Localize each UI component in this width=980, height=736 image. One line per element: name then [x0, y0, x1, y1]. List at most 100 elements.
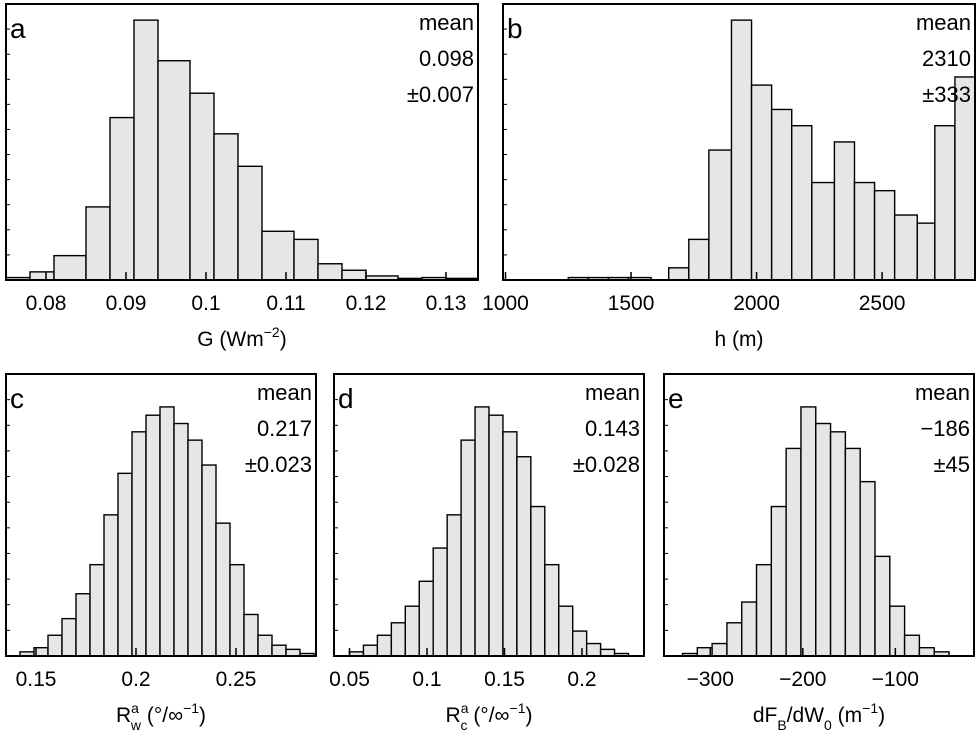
histogram-bar: [418, 580, 434, 657]
histogram-bar: [271, 644, 287, 657]
histogram-bar: [317, 263, 343, 281]
histogram-bar: [853, 181, 876, 281]
stats-line: mean: [916, 10, 971, 35]
histogram-bar: [750, 84, 773, 281]
x-tick-label: 2000: [733, 292, 780, 315]
histogram-bar: [770, 108, 793, 281]
histogram-bar: [189, 92, 215, 281]
histogram-bar: [47, 634, 63, 657]
histogram-bar: [201, 464, 217, 657]
panel-letter: d: [338, 383, 354, 414]
histogram-bar: [585, 642, 602, 657]
histogram-bar: [770, 505, 787, 657]
histogram-bar: [362, 644, 379, 657]
histogram-bar: [376, 634, 393, 657]
histogram-bar: [918, 646, 935, 657]
histogram-bar: [89, 563, 105, 657]
histogram-bar: [474, 406, 490, 657]
histogram-bar: [157, 60, 191, 281]
histogram-bar: [109, 116, 135, 281]
histogram-bar: [893, 214, 918, 281]
histogram-bar: [916, 222, 936, 281]
histogram-bar: [833, 141, 856, 281]
histogram-bar: [800, 406, 817, 657]
histogram-bar: [488, 414, 504, 657]
x-tick-label: 0.15: [484, 668, 525, 691]
histogram-bar: [791, 124, 813, 281]
x-tick-label: 0.15: [16, 668, 57, 691]
panel-letter: e: [668, 383, 684, 414]
histogram-bar: [954, 76, 976, 281]
x-axis-label: dFB/dW0 (m−1): [753, 700, 885, 733]
histogram-bar: [293, 238, 319, 281]
histogram-bar: [341, 269, 367, 281]
histogram-bar: [502, 431, 518, 657]
histogram-bar: [815, 422, 832, 657]
histogram-bar: [446, 514, 462, 657]
x-tick-label: 0.05: [329, 668, 370, 691]
panel-letter: c: [10, 383, 24, 414]
histogram-bar: [103, 514, 119, 657]
stats-line: mean: [915, 380, 970, 405]
histogram-bar: [85, 206, 111, 281]
x-axis-label: Ra c (°/∞−1): [446, 700, 533, 733]
stats-line: 2310: [922, 46, 971, 71]
x-axis-label: G (Wm−2): [197, 324, 286, 351]
plot-frame: [5, 373, 317, 657]
panel-letter: b: [507, 13, 523, 44]
histogram-bar: [811, 181, 836, 281]
histogram-bar: [53, 254, 87, 281]
x-tick-label: 0.12: [346, 292, 387, 315]
stats-line: −186: [920, 416, 970, 441]
panel-a: 0.08 0.09 0.1 0.11 0.12 0.13 a mean 0.098 ±0.007 G…: [5, 3, 479, 351]
x-tick-label: 0.2: [121, 668, 150, 691]
histogram-bar: [755, 563, 773, 657]
histogram-bar: [243, 613, 259, 657]
x-tick-label: 0.09: [106, 292, 147, 315]
histogram-bar: [889, 605, 906, 657]
x-tick-label: 0.11: [266, 292, 305, 315]
panel-c: 0.15 0.2 0.25 c mean 0.217 ±0.023 Ra w (°/∞−1): [5, 373, 317, 733]
histogram-bar: [859, 480, 876, 657]
x-tick-label: 0.13: [426, 292, 467, 315]
histogram-bar: [741, 601, 758, 657]
histogram-bar: [668, 267, 690, 281]
histogram-bar: [237, 165, 263, 281]
x-tick-label: 0.08: [26, 292, 67, 315]
stats-line: ±0.028: [573, 452, 640, 477]
stats-line: ±45: [933, 452, 970, 477]
histogram-bar: [726, 622, 743, 657]
x-tick-label: −200: [779, 668, 826, 691]
x-tick-label: 1000: [482, 292, 529, 315]
plot-frame: [333, 373, 645, 657]
histogram-bar: [544, 563, 560, 657]
histogram-bar: [173, 422, 189, 657]
histogram-bar: [133, 19, 159, 281]
stats-line: ±0.007: [407, 82, 474, 107]
x-tick-label: 2500: [859, 292, 906, 315]
histogram-bar: [61, 617, 77, 657]
panel-letter: a: [10, 13, 26, 44]
x-tick-label: 0.1: [412, 668, 441, 691]
panel-b: 1000 1500 2000 2500 b mean 2310 ±333 h (m): [482, 3, 976, 351]
histogram-bar: [229, 563, 245, 657]
histogram-bar: [558, 605, 574, 657]
histogram-bar: [145, 414, 161, 657]
plot-frame: [663, 373, 975, 657]
stats-line: 0.098: [419, 46, 474, 71]
histogram-bar: [708, 149, 733, 281]
panel-d: 0.05 0.1 0.15 0.2 d mean 0.143 ±0.028 Ra c (°/∞−1…: [329, 373, 645, 733]
x-tick-label: −300: [687, 668, 734, 691]
x-tick-label: 0.1: [191, 292, 220, 315]
histogram-bar: [688, 238, 710, 281]
stats-line: ±333: [922, 82, 971, 107]
stats-line: 0.143: [585, 416, 640, 441]
plot-frame: [5, 3, 479, 281]
histogram-bar: [390, 622, 407, 657]
histogram-bar: [257, 634, 273, 657]
histogram-bar: [75, 593, 91, 657]
stats-line: mean: [419, 10, 474, 35]
histogram-bar: [404, 605, 420, 657]
histogram-bar: [934, 124, 956, 281]
